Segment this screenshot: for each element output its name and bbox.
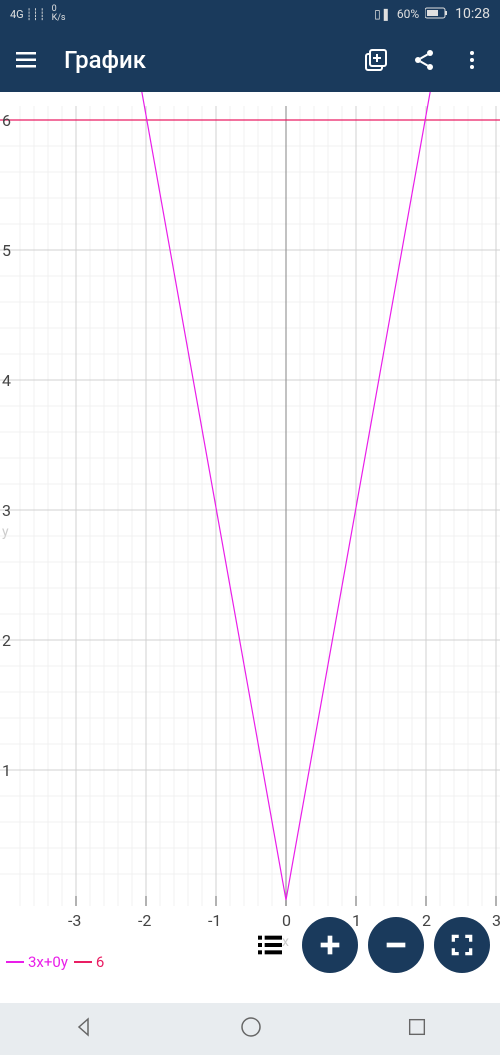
svg-text:3: 3 (492, 911, 500, 930)
page-title: График (64, 46, 146, 74)
battery-pct: 60% (397, 7, 419, 21)
network-type: 4G (10, 8, 24, 21)
fullscreen-button[interactable] (434, 917, 490, 973)
legend-label-2: 6 (96, 953, 104, 971)
grid-major (0, 106, 500, 906)
menu-icon[interactable] (16, 48, 40, 72)
fab-row (248, 917, 490, 973)
svg-text:-2: -2 (138, 911, 151, 930)
svg-text:4: 4 (2, 371, 11, 390)
legend: 3x+0y 6 (6, 953, 104, 971)
add-tab-icon[interactable] (364, 48, 388, 72)
y-axis-label: y (2, 524, 9, 540)
clock: 10:28 (455, 6, 490, 22)
share-icon[interactable] (412, 48, 436, 72)
svg-text:1: 1 (2, 761, 11, 780)
nav-home-icon[interactable] (239, 1015, 263, 1043)
svg-text:-3: -3 (68, 911, 81, 930)
vibrate-icon: ▯❚ (374, 7, 391, 21)
svg-text:-1: -1 (208, 911, 221, 930)
y-labels: 6 5 4 3 2 1 (2, 111, 11, 780)
svg-text:6: 6 (2, 111, 11, 130)
chart-svg: 6 5 4 3 2 1 -3 -2 -1 0 1 2 3 x y (0, 92, 500, 975)
legend-swatch-1 (6, 961, 24, 963)
grid-minor (20, 106, 482, 906)
nav-back-icon[interactable] (72, 1015, 96, 1043)
speed-unit: K/s (52, 14, 66, 23)
svg-text:2: 2 (2, 631, 11, 650)
zoom-in-button[interactable] (302, 917, 358, 973)
status-bar: 4G ┊┊┊ 0 K/s ▯❚ 60% 10:28 (0, 0, 500, 28)
svg-text:3: 3 (2, 501, 11, 520)
svg-text:5: 5 (2, 241, 11, 260)
nav-recent-icon[interactable] (406, 1016, 428, 1042)
battery-icon (425, 7, 449, 22)
chart-area[interactable]: 6 5 4 3 2 1 -3 -2 -1 0 1 2 3 x y 3x+0y 6 (0, 92, 500, 975)
more-icon[interactable] (460, 48, 484, 72)
list-button[interactable] (248, 923, 292, 967)
app-bar: График (0, 28, 500, 92)
legend-swatch-2 (74, 961, 92, 963)
signal-icon: ┊┊┊ (26, 8, 46, 21)
legend-label-1: 3x+0y (28, 953, 68, 971)
nav-bar (0, 1003, 500, 1055)
bottom-spacer (0, 975, 500, 1003)
zoom-out-button[interactable] (368, 917, 424, 973)
